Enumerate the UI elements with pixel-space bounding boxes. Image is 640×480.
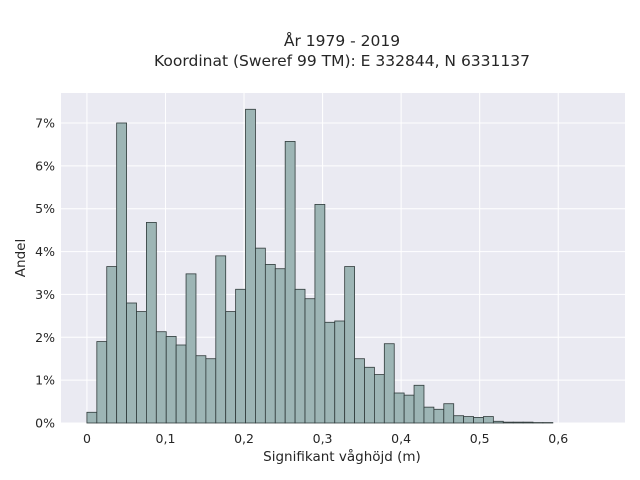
histogram-bar: [324, 321, 336, 424]
histogram-bar: [205, 358, 217, 424]
histogram-bar: [235, 288, 246, 424]
histogram-bar: [215, 255, 227, 424]
y-tick-label: 1%: [35, 373, 55, 388]
x-axis-label: Signifikant våghöjd (m): [263, 448, 421, 465]
histogram-bar: [334, 320, 346, 424]
histogram-bar: [146, 222, 157, 424]
y-tick-label: 0%: [35, 416, 55, 431]
histogram-bar: [483, 416, 494, 424]
histogram-bar: [264, 264, 276, 424]
histogram-bar: [175, 344, 187, 424]
chart-title-line-2: Koordinat (Sweref 99 TM): E 332844, N 63…: [154, 52, 530, 70]
histogram-bar: [354, 358, 365, 424]
histogram-bar: [96, 341, 108, 424]
histogram-bar: [185, 273, 197, 424]
histogram-bar: [314, 204, 326, 424]
histogram-bar: [374, 374, 385, 424]
x-tick-label: 0,5: [470, 431, 490, 446]
histogram-bar: [453, 415, 465, 424]
y-tick-labels: 0% 1% 2% 3% 4% 5% 6% 7%: [35, 116, 55, 431]
histogram-bar: [116, 122, 127, 424]
x-tick-label: 0,1: [156, 431, 176, 446]
y-tick-label: 5%: [35, 201, 55, 216]
histogram-bar: [383, 343, 395, 424]
x-tick-label: 0,6: [548, 431, 568, 446]
x-tick-label: 0,2: [234, 431, 254, 446]
histogram-bar: [106, 266, 118, 424]
y-tick-label: 6%: [35, 158, 55, 173]
histogram-bar: [344, 266, 355, 424]
histogram-bar: [245, 108, 256, 424]
histogram-bar: [155, 331, 167, 424]
histogram-bar: [126, 302, 137, 424]
histogram-bar: [443, 403, 455, 424]
histogram-bar: [512, 421, 524, 424]
y-axis-label: Andel: [13, 239, 29, 277]
histogram-bar: [393, 392, 405, 424]
histogram-bar: [463, 416, 474, 424]
histogram-bar: [304, 298, 316, 424]
bars: [86, 108, 554, 424]
histogram-bar: [502, 421, 514, 424]
histogram-bar: [195, 355, 207, 424]
histogram-bar: [433, 408, 445, 424]
histogram-bar: [225, 311, 237, 424]
chart-title-line-1: År 1979 - 2019: [284, 31, 400, 50]
histogram-bar: [294, 288, 306, 424]
x-tick-labels: 0 0,1 0,2 0,3 0,4 0,5 0,6: [83, 431, 568, 446]
y-tick-label: 7%: [35, 116, 55, 131]
x-tick-label: 0: [83, 431, 91, 446]
x-tick-label: 0,3: [313, 431, 333, 446]
histogram-bar: [86, 411, 98, 424]
x-tick-label: 0,4: [391, 431, 411, 446]
histogram-bar: [165, 336, 177, 424]
histogram-bar: [522, 421, 534, 424]
y-tick-label: 4%: [35, 244, 55, 259]
histogram-bar: [413, 384, 425, 424]
histogram-bar: [136, 311, 147, 424]
y-tick-label: 3%: [35, 287, 55, 302]
y-tick-label: 2%: [35, 330, 55, 345]
histogram-bar: [274, 268, 286, 424]
histogram-bar: [255, 247, 266, 424]
histogram-bar: [403, 394, 415, 424]
histogram-bar: [364, 366, 375, 424]
histogram-bar: [473, 417, 484, 424]
histogram-bar: [492, 420, 504, 424]
histogram-bar: [423, 406, 435, 424]
histogram-bar: [284, 141, 296, 424]
